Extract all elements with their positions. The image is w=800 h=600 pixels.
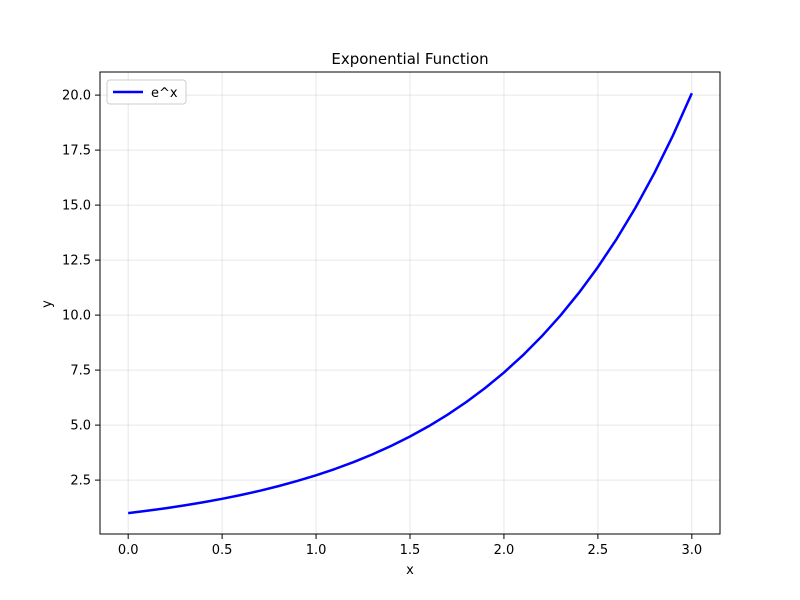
legend-box [106, 79, 187, 105]
x-tick-label: 1.0 [306, 543, 327, 558]
y-tick-label: 5.0 [70, 419, 91, 434]
x-tick-label: 1.5 [400, 543, 421, 558]
y-tick-label: 10.0 [62, 309, 91, 324]
y-axis-ticks: 2.5 5.0 7.5 10.0 12.5 15.0 17.5 20.0 [62, 89, 100, 489]
y-tick-label: 12.5 [62, 254, 91, 269]
series-layer [128, 92, 693, 515]
y-tick-label: 17.5 [62, 144, 91, 159]
y-tick-label: 15.0 [62, 199, 91, 214]
x-tick-label: 2.0 [494, 543, 515, 558]
y-tick-label: 7.5 [70, 364, 91, 379]
y-tick-label: 2.5 [70, 474, 91, 489]
x-tick-label: 0.5 [212, 543, 233, 558]
y-axis-label: y [40, 300, 55, 308]
chart-title: Exponential Function [331, 50, 488, 68]
grid [100, 72, 720, 534]
x-tick-label: 0.0 [118, 543, 139, 558]
legend: e^x [106, 79, 187, 105]
x-tick-label: 3.0 [681, 543, 702, 558]
y-tick-label: 20.0 [62, 89, 91, 104]
legend-label: e^x [151, 86, 178, 101]
x-tick-label: 2.5 [588, 543, 609, 558]
series-line-exp [128, 92, 693, 515]
x-axis-label: x [406, 563, 414, 578]
x-axis-ticks: 0.0 0.5 1.0 1.5 2.0 2.5 3.0 [118, 534, 702, 558]
